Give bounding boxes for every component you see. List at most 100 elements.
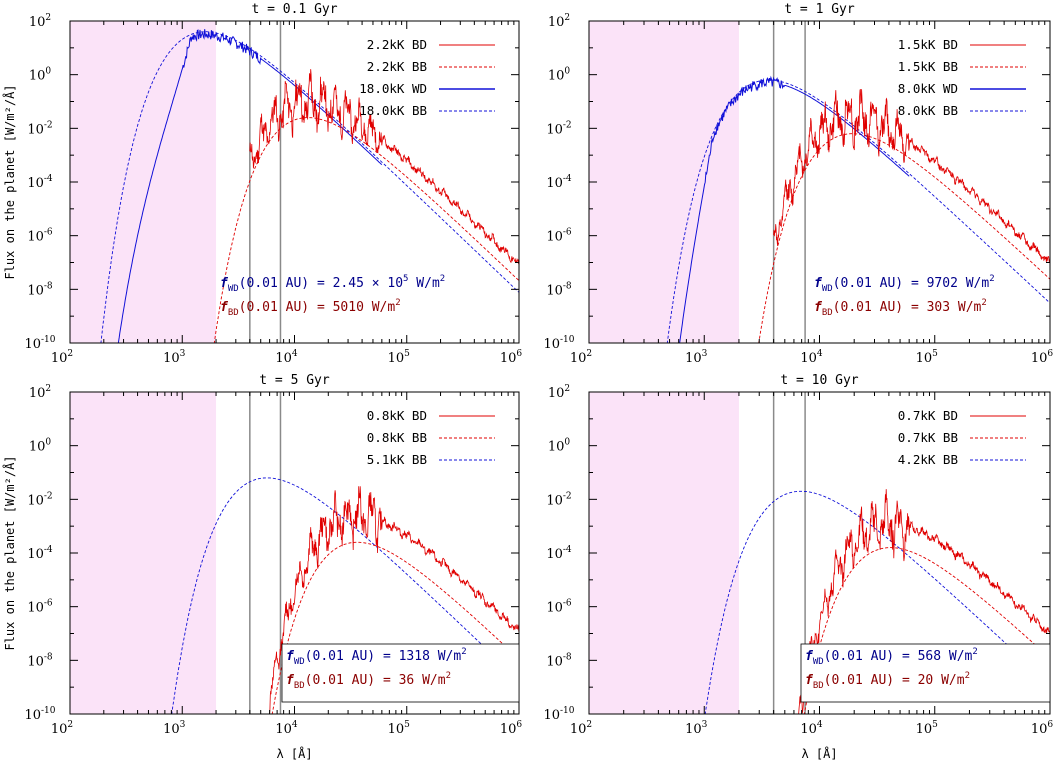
y-tick-label: 10-8 <box>27 281 53 298</box>
legend-label: 0.7kK BD <box>898 408 958 423</box>
wd-flux-annotation: fWD(0.01 AU) = 2.45 × 105 W/m2 <box>220 274 445 294</box>
y-tick-label: 10-10 <box>543 706 574 723</box>
y-axis-label: Flux on the planet [W/m²/Å] <box>2 455 17 650</box>
x-tick-label: 102 <box>570 720 592 737</box>
x-tick-label: 104 <box>275 349 298 366</box>
x-tick-label: 104 <box>275 720 298 737</box>
curves <box>704 489 1050 714</box>
y-tick-label: 10-2 <box>27 491 52 508</box>
legend-label: 18.0kK WD <box>359 81 427 96</box>
annotation-box <box>800 643 1051 703</box>
x-tick-label: 103 <box>685 720 708 737</box>
wd-spectrum-line <box>117 29 383 343</box>
bd-blackbody-line <box>758 133 1050 343</box>
panel-1: 102 103 104 105 106 102 100 10-2 10-4 10-6 10-8 10-… <box>24 2 522 366</box>
curves <box>666 75 1050 343</box>
wd-blackbody-line <box>171 477 519 714</box>
panel-2: 102 103 104 105 106 102 100 10-2 10-4 10-6 10-8 10-… <box>543 2 1053 366</box>
legend-label: 4.2kK BB <box>898 452 958 467</box>
x-tick-label: 103 <box>163 720 186 737</box>
wd-blackbody-line <box>100 31 519 343</box>
bd-spectrum-line <box>269 486 519 714</box>
y-tick-label: 102 <box>29 13 51 30</box>
x-tick-label: 102 <box>51 349 73 366</box>
wd-flux-annotation: fWD(0.01 AU) = 568 W/m2 <box>805 647 978 667</box>
bd-flux-annotation: fBD(0.01 AU) = 5010 W/m2 <box>220 298 401 318</box>
x-tick-label: 106 <box>1031 349 1054 366</box>
x-tick-label: 106 <box>500 720 523 737</box>
y-tick-label: 100 <box>548 438 571 455</box>
wd-flux-annotation: fWD(0.01 AU) = 9702 W/m2 <box>814 274 995 294</box>
y-tick-label: 10-8 <box>546 652 572 669</box>
panel-4: 102 103 104 105 106 102 100 10-2 10-4 10-6 10-8 10-… <box>543 373 1053 737</box>
x-tick-label: 103 <box>163 349 186 366</box>
legend-label: 5.1kK BB <box>367 452 427 467</box>
legend-label: 8.0kK WD <box>898 81 958 96</box>
uv-band <box>589 392 739 714</box>
x-tick-label: 103 <box>685 349 708 366</box>
y-tick-label: 10-2 <box>546 120 571 137</box>
y-tick-label: 10-10 <box>24 706 55 723</box>
uv-band <box>70 392 217 714</box>
y-tick-label: 100 <box>29 438 52 455</box>
uv-band <box>70 21 217 343</box>
y-tick-label: 10-6 <box>27 599 53 616</box>
annotation-box <box>281 643 520 703</box>
x-tick-label: 106 <box>500 349 523 366</box>
y-tick-label: 10-4 <box>27 545 53 562</box>
y-tick-label: 100 <box>548 67 571 84</box>
x-tick-label: 105 <box>916 720 939 737</box>
panel-title: t = 10 Gyr <box>780 373 858 388</box>
legend-label: 8.0kK BB <box>898 103 958 118</box>
panel-3: 102 103 104 105 106 102 100 10-2 10-4 10-6 10-8 10-… <box>24 373 522 737</box>
uv-band <box>589 21 739 343</box>
y-tick-label: 100 <box>29 67 52 84</box>
y-tick-label: 10-4 <box>27 174 53 191</box>
bd-flux-annotation: fBD(0.01 AU) = 303 W/m2 <box>814 298 987 318</box>
y-tick-label: 10-4 <box>546 545 572 562</box>
panel-title: t = 1 Gyr <box>784 2 855 17</box>
bd-blackbody-line <box>213 117 519 343</box>
bd-flux-annotation: fBD(0.01 AU) = 20 W/m2 <box>805 671 970 691</box>
y-tick-label: 102 <box>548 13 570 30</box>
wd-spectrum-line <box>679 75 910 343</box>
y-tick-label: 102 <box>548 384 570 401</box>
x-tick-label: 104 <box>800 720 823 737</box>
legend-label: 0.7kK BB <box>898 430 958 445</box>
x-axis-label: λ [Å] <box>276 746 312 761</box>
bd-flux-annotation: fBD(0.01 AU) = 36 W/m2 <box>286 671 451 691</box>
curves <box>171 477 519 714</box>
legend-label: 0.8kK BB <box>367 430 427 445</box>
legend-label: 1.5kK BB <box>898 59 958 74</box>
x-tick-label: 105 <box>388 349 411 366</box>
y-tick-label: 10-10 <box>543 335 574 352</box>
x-tick-label: 105 <box>388 720 411 737</box>
bd-spectrum-line <box>249 69 519 265</box>
x-tick-label: 104 <box>800 349 823 366</box>
legend-label: 0.8kK BD <box>367 408 427 423</box>
x-axis-label: λ [Å] <box>801 746 837 761</box>
wd-flux-annotation: fWD(0.01 AU) = 1318 W/m2 <box>286 647 467 667</box>
legend-label: 1.5kK BD <box>898 37 958 52</box>
y-tick-label: 10-10 <box>24 335 55 352</box>
x-tick-label: 105 <box>916 349 939 366</box>
panel-title: t = 0.1 Gyr <box>251 2 337 17</box>
y-tick-label: 102 <box>29 384 51 401</box>
x-tick-label: 102 <box>570 349 592 366</box>
legend-label: 18.0kK BB <box>359 103 427 118</box>
y-tick-label: 10-2 <box>546 491 571 508</box>
y-tick-label: 10-6 <box>546 599 572 616</box>
y-tick-label: 10-2 <box>27 120 52 137</box>
curves <box>100 29 519 343</box>
y-tick-label: 10-8 <box>27 652 53 669</box>
legend-label: 2.2kK BB <box>367 59 427 74</box>
bd-spectrum-line <box>773 89 1050 263</box>
y-tick-label: 10-6 <box>546 228 572 245</box>
panel-title: t = 5 Gyr <box>259 373 330 388</box>
bd-spectrum-line <box>798 489 1050 714</box>
y-tick-label: 10-8 <box>546 281 572 298</box>
y-tick-label: 10-6 <box>27 228 53 245</box>
bd-blackbody-line <box>271 541 519 714</box>
y-axis-label: Flux on the planet [W/m²/Å] <box>2 84 17 279</box>
